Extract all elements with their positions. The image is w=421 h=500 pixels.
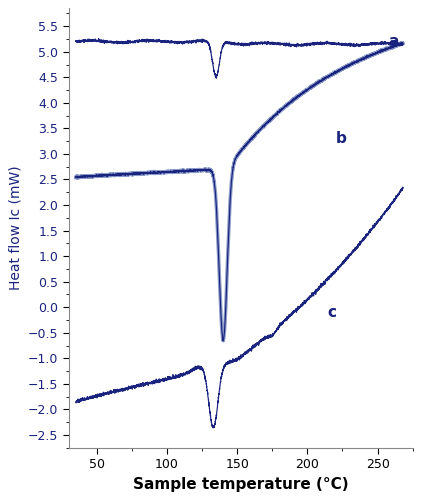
Text: c: c xyxy=(327,305,336,320)
Text: b: b xyxy=(336,131,346,146)
Y-axis label: Heat flow Ic (mW): Heat flow Ic (mW) xyxy=(8,166,22,290)
X-axis label: Sample temperature (°C): Sample temperature (°C) xyxy=(133,476,349,492)
Text: a: a xyxy=(389,34,399,49)
